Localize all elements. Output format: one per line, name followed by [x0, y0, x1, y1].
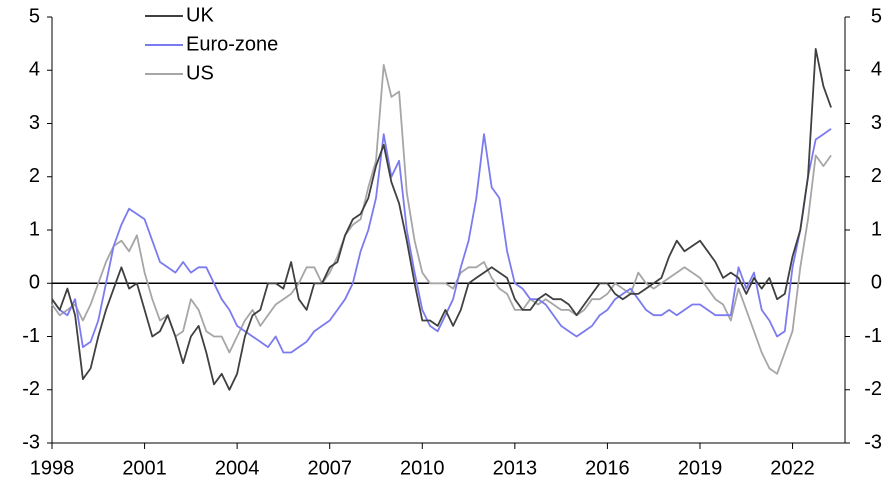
x-tick-label: 2019: [678, 457, 723, 479]
x-tick-label: 2013: [493, 457, 538, 479]
y2-tick-label: 3: [871, 112, 882, 134]
y-tick-label: 1: [29, 218, 40, 240]
y-tick-label: -2: [22, 378, 40, 400]
y2-tick-label: -1: [864, 325, 882, 347]
x-tick-label: 2016: [585, 457, 630, 479]
y-tick-label: 4: [29, 59, 40, 81]
y2-tick-label: -3: [864, 431, 882, 453]
x-tick-label: 2007: [307, 457, 352, 479]
x-tick-label: 1998: [30, 457, 75, 479]
y2-tick-label: 1: [871, 218, 882, 240]
x-tick-label: 2001: [122, 457, 167, 479]
series-line: [51, 64, 832, 375]
legend-label: US: [186, 62, 214, 84]
y2-tick-label: 5: [871, 5, 882, 27]
y2-tick-label: 2: [871, 165, 882, 187]
x-tick-label: 2010: [400, 457, 445, 479]
legend-label: UK: [186, 4, 214, 26]
x-tick-label: 2004: [215, 457, 260, 479]
y-tick-label: 0: [29, 272, 40, 294]
y-tick-label: 3: [29, 112, 40, 134]
x-tick-label: 2022: [770, 457, 815, 479]
y2-tick-label: -2: [864, 378, 882, 400]
legend-label: Euro-zone: [186, 33, 278, 55]
y-tick-label: 5: [29, 5, 40, 27]
y-tick-label: -1: [22, 325, 40, 347]
y2-tick-label: 4: [871, 59, 882, 81]
y-tick-label: 2: [29, 165, 40, 187]
y-tick-label: -3: [22, 431, 40, 453]
y2-tick-label: 0: [871, 272, 882, 294]
series-line: [51, 48, 832, 391]
series-line: [51, 128, 832, 354]
